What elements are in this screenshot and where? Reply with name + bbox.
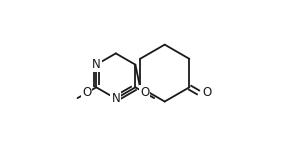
Text: O: O (82, 86, 91, 99)
Text: N: N (111, 92, 120, 105)
Text: N: N (92, 58, 101, 71)
Text: O: O (140, 86, 150, 99)
Text: O: O (202, 86, 211, 99)
